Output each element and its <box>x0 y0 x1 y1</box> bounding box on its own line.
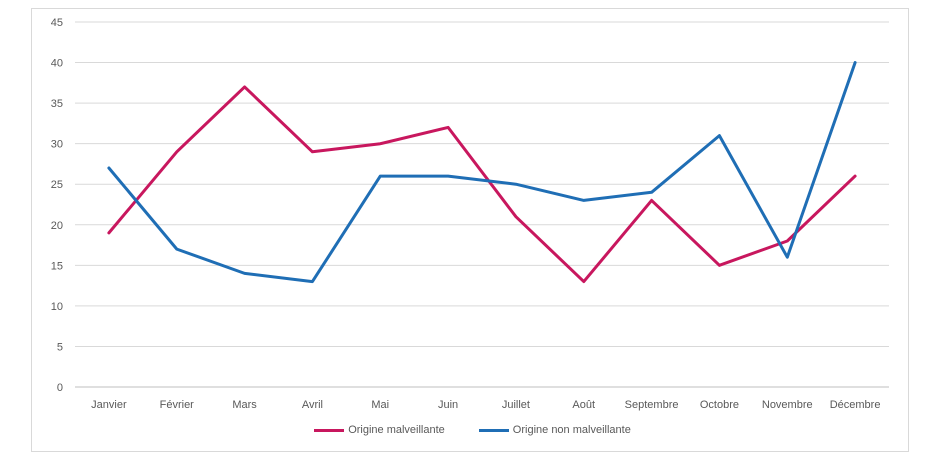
x-tick-label: Janvier <box>91 399 127 411</box>
series-line-non-malveillante <box>107 61 857 284</box>
x-tick-label: Août <box>572 399 595 411</box>
legend-label-malveillante: Origine malveillante <box>348 424 445 436</box>
legend-swatch-non-malveillante <box>478 428 509 432</box>
legend-label-non-malveillante: Origine non malveillante <box>512 424 631 436</box>
y-tick-label: 30 <box>51 139 63 151</box>
y-axis-tick-labels: 0 5 10 15 20 25 30 35 40 45 <box>51 17 63 394</box>
y-tick-label: 15 <box>51 260 63 272</box>
data-series <box>107 61 857 284</box>
legend-item-malveillante: Origine malveillante <box>314 424 445 436</box>
legend-swatch-malveillante <box>314 428 345 432</box>
x-tick-label: Avril <box>302 399 323 411</box>
chart-frame <box>31 8 909 452</box>
x-tick-label: Juillet <box>502 399 530 411</box>
legend-item-non-malveillante: Origine non malveillante <box>478 424 631 436</box>
series-line-malveillante <box>107 85 857 284</box>
chart-legend: Origine malveillante Origine non malveil… <box>0 424 945 436</box>
y-tick-label: 40 <box>51 58 63 70</box>
y-tick-label: 10 <box>51 301 63 313</box>
x-tick-label: Septembre <box>625 399 679 411</box>
x-tick-label: Décembre <box>830 399 881 411</box>
x-tick-label: Octobre <box>700 399 739 411</box>
y-tick-label: 35 <box>51 98 63 110</box>
x-tick-label: Février <box>160 399 195 411</box>
y-tick-label: 0 <box>57 382 63 394</box>
x-axis-tick-labels: Janvier Février Mars Avril Mai Juin Juillet Aoû… <box>91 399 880 411</box>
x-tick-label: Novembre <box>762 399 813 411</box>
x-tick-label: Mai <box>371 399 389 411</box>
x-tick-label: Mars <box>232 399 257 411</box>
y-tick-label: 25 <box>51 179 63 191</box>
y-tick-label: 20 <box>51 220 63 232</box>
x-tick-label: Juin <box>438 399 458 411</box>
gridlines <box>75 21 889 388</box>
y-tick-label: 45 <box>51 17 63 29</box>
y-tick-label: 5 <box>57 341 63 353</box>
